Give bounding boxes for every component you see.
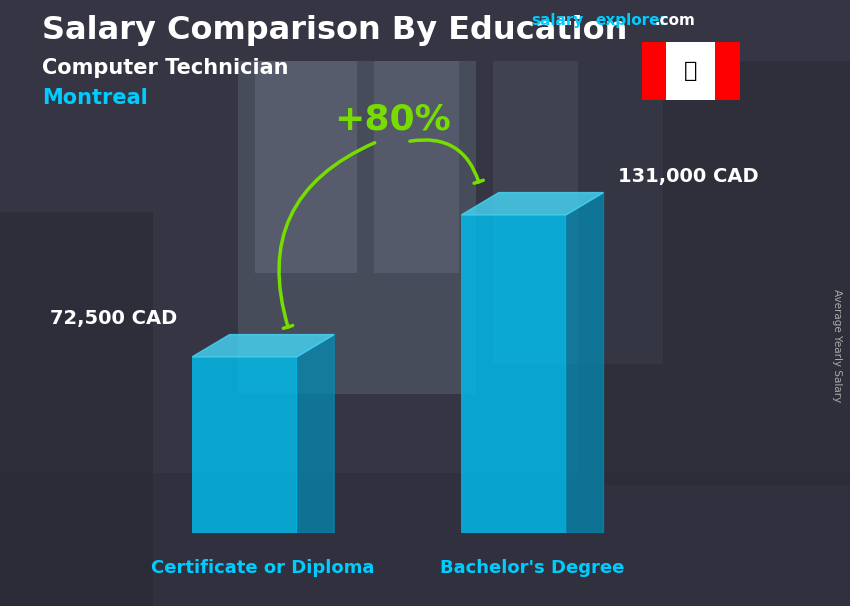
Text: Computer Technician: Computer Technician (42, 58, 289, 78)
Bar (462, 215, 566, 533)
Text: Salary Comparison By Education: Salary Comparison By Education (42, 15, 628, 46)
Text: Montreal: Montreal (42, 88, 148, 108)
Text: 131,000 CAD: 131,000 CAD (619, 167, 759, 186)
Text: Average Yearly Salary: Average Yearly Salary (832, 289, 842, 402)
Text: 72,500 CAD: 72,500 CAD (50, 309, 177, 328)
Polygon shape (297, 335, 334, 533)
Text: +80%: +80% (334, 103, 450, 137)
Polygon shape (192, 335, 334, 357)
Bar (374, 61, 459, 273)
Text: .com: .com (654, 13, 695, 28)
Bar (192, 357, 297, 533)
Text: 🍁: 🍁 (684, 61, 697, 81)
Text: Certificate or Diploma: Certificate or Diploma (151, 559, 375, 577)
Text: explorer: explorer (595, 13, 667, 28)
Bar (642, 42, 666, 100)
Bar (715, 42, 740, 100)
Bar (578, 61, 850, 485)
Bar (0, 212, 153, 606)
Bar (493, 61, 663, 364)
Bar (238, 61, 476, 394)
Bar (255, 61, 357, 273)
Polygon shape (566, 193, 604, 533)
Text: salary: salary (531, 13, 584, 28)
Bar (666, 42, 715, 100)
Text: Bachelor's Degree: Bachelor's Degree (440, 559, 625, 577)
Polygon shape (462, 193, 604, 215)
Bar (0, 473, 850, 606)
